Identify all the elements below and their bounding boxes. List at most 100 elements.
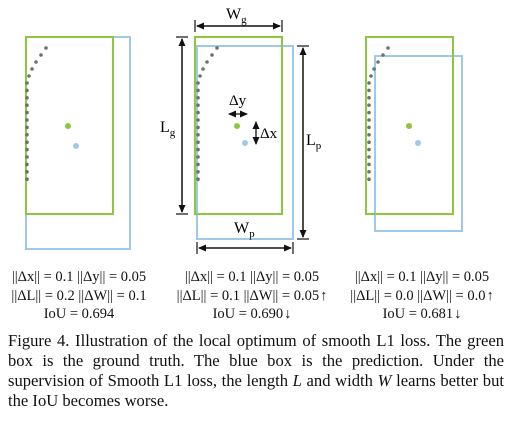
stats-line-1: ||Δx|| = 0.1 ||Δy|| = 0.05 <box>11 269 147 285</box>
trajectory-dot <box>25 118 29 122</box>
trajectory-dot <box>196 155 200 159</box>
trajectory-dot <box>376 60 380 64</box>
trajectory-dot <box>196 96 200 100</box>
trajectory-dot <box>25 110 29 115</box>
delta-x-label: Δx <box>260 126 278 142</box>
trajectory-dot <box>196 103 200 107</box>
trajectory-dot <box>196 177 200 181</box>
trajectory-dots <box>25 46 48 181</box>
trajectory-dot <box>196 118 200 122</box>
trajectory-dot <box>25 96 29 100</box>
wp-label: Wp <box>234 220 255 240</box>
prediction-center <box>242 140 248 146</box>
trajectory-dot <box>367 147 371 152</box>
trajectory-dot <box>25 103 29 107</box>
stats-line-3-row: IoU = 0.681↓ <box>340 305 504 324</box>
stats-line-1: ||Δx|| = 0.1 ||Δy|| = 0.05 <box>184 269 320 285</box>
trajectory-dot <box>25 155 29 159</box>
prediction-center <box>73 143 79 149</box>
trajectory-dot <box>27 74 31 78</box>
trajectory-dot <box>196 162 200 167</box>
trajectory-dot <box>367 81 371 85</box>
up-arrow-icon: ↑ <box>320 287 328 304</box>
trajectory-dot <box>25 88 29 93</box>
trajectory-dot <box>210 53 214 57</box>
stats-line-2-row: ||ΔL|| = 0.0 ||ΔW|| = 0.0↑ <box>340 287 504 306</box>
panel-1-stats: ||Δx|| = 0.1 ||Δy|| = 0.05 ||ΔL|| = 0.2 … <box>6 268 152 324</box>
trajectory-dot <box>25 81 29 85</box>
trajectory-dot <box>25 162 29 167</box>
wg-label: Wg <box>226 6 247 26</box>
trajectory-dot <box>196 140 200 144</box>
trajectory-dot <box>201 67 205 71</box>
trajectory-dot <box>25 177 29 181</box>
delta-y-label: Δy <box>229 93 247 109</box>
stats-line-1: ||Δx|| = 0.1 ||Δy|| = 0.05 <box>354 269 490 285</box>
panel-1 <box>25 36 131 250</box>
ground-truth-box <box>25 36 114 215</box>
trajectory-dot <box>367 162 371 167</box>
trajectory-dot <box>367 140 371 144</box>
panel-2-stats: ||Δx|| = 0.1 ||Δy|| = 0.05 ||ΔL|| = 0.1 … <box>170 268 334 324</box>
trajectory-dot <box>367 133 371 137</box>
down-arrow-icon: ↓ <box>284 306 292 322</box>
trajectory-dot <box>367 103 371 107</box>
panel-3 <box>365 36 463 232</box>
trajectory-dot <box>25 133 29 137</box>
up-arrow-icon: ↑ <box>486 287 494 304</box>
trajectory-dot <box>196 147 200 152</box>
stats-line-3-row: IoU = 0.690↓ <box>170 305 334 324</box>
trajectory-dot <box>215 46 219 50</box>
trajectory-dot <box>196 110 200 115</box>
lp-label: Lp <box>306 132 322 152</box>
trajectory-dot <box>34 60 38 64</box>
trajectory-dot <box>381 53 385 57</box>
prediction-box <box>374 55 463 232</box>
trajectory-dot <box>372 67 376 71</box>
ground-truth-center <box>406 123 412 129</box>
trajectory-dot <box>44 46 48 50</box>
trajectory-dot <box>367 155 371 159</box>
stats-line-2: ||ΔL|| = 0.1 ||ΔW|| = 0.05 <box>176 287 320 304</box>
stats-line-3: IoU = 0.690 <box>212 306 284 322</box>
trajectory-dot <box>39 53 43 57</box>
stats-line-2: ||ΔL|| = 0.0 ||ΔW|| = 0.0 <box>350 287 486 304</box>
stats-line-2-row: ||ΔL|| = 0.1 ||ΔW|| = 0.05↑ <box>170 287 334 306</box>
lg-label: Lg <box>160 119 176 139</box>
trajectory-dot <box>367 88 371 93</box>
trajectory-dot <box>25 140 29 144</box>
ground-truth-box <box>365 36 454 215</box>
panel-2: Wg Lg Lp Wp Δy Δx <box>160 6 322 254</box>
trajectory-dot <box>196 125 200 130</box>
trajectory-dot <box>367 96 371 100</box>
prediction-box <box>25 36 131 250</box>
trajectory-dot <box>25 125 29 130</box>
trajectory-dot <box>196 81 200 85</box>
ground-truth-center <box>234 123 240 129</box>
trajectory-dots <box>367 46 390 181</box>
trajectory-dot <box>30 67 34 71</box>
figure-caption: Figure 4. Illustration of the local opti… <box>8 331 505 410</box>
trajectory-dot <box>25 170 29 174</box>
trajectory-dot <box>367 170 371 174</box>
trajectory-dot <box>386 46 390 50</box>
trajectory-dot <box>25 147 29 152</box>
trajectory-dot <box>205 60 209 64</box>
down-arrow-icon: ↓ <box>454 306 462 322</box>
trajectory-dot <box>196 170 200 174</box>
ground-truth-center <box>65 123 71 129</box>
stats-line-3: IoU = 0.694 <box>43 306 115 322</box>
prediction-center <box>415 140 421 146</box>
stats-line-3: IoU = 0.681 <box>382 306 454 322</box>
trajectory-dots <box>196 46 219 181</box>
trajectory-dot <box>367 110 371 115</box>
trajectory-dot <box>369 74 373 78</box>
stats-line-2: ||ΔL|| = 0.2 ||ΔW|| = 0.1 <box>11 287 147 304</box>
figure-illustration: Wg Lg Lp Wp Δy Δx <box>25 6 463 254</box>
trajectory-dot <box>367 125 371 130</box>
trajectory-dot <box>367 177 371 181</box>
ground-truth-box <box>194 36 283 215</box>
trajectory-dot <box>196 133 200 137</box>
trajectory-dot <box>198 74 202 78</box>
panel-3-stats: ||Δx|| = 0.1 ||Δy|| = 0.05 ||ΔL|| = 0.0 … <box>340 268 504 324</box>
